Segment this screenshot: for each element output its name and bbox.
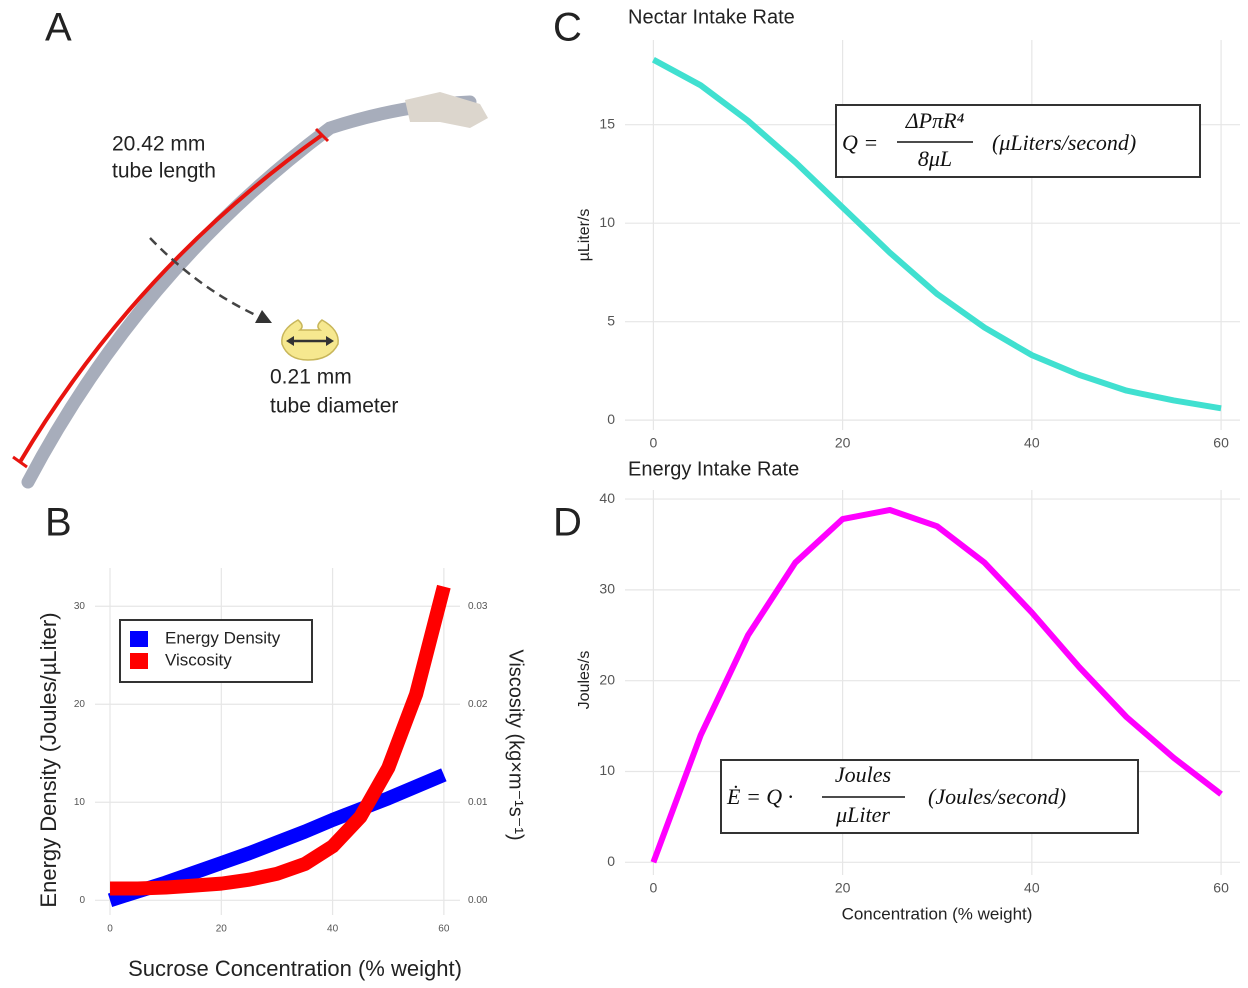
y-tick-label: 10 xyxy=(74,797,86,808)
length-caption: tube length xyxy=(112,160,216,183)
x-tick-label: 20 xyxy=(835,435,851,451)
legend-label: Energy Density xyxy=(165,628,281,647)
x-tick-label: 40 xyxy=(327,924,339,935)
x-tick-label: 20 xyxy=(216,924,228,935)
chart-title: Energy Intake Rate xyxy=(628,458,799,480)
y2-tick-label: 0.03 xyxy=(468,601,488,612)
x-tick-label: 40 xyxy=(1024,880,1040,896)
x-tick-label: 0 xyxy=(107,924,113,935)
equation-lhs: Q = xyxy=(842,130,878,155)
equation-denominator: μLiter xyxy=(835,802,890,827)
x-tick-label: 60 xyxy=(1213,435,1229,451)
panel-label: A xyxy=(45,6,72,50)
y2-tick-label: 0.02 xyxy=(468,699,488,710)
x-tick-label: 40 xyxy=(1024,435,1040,451)
y-tick-label: 0 xyxy=(607,411,615,427)
y2-tick-label: 0.01 xyxy=(468,797,488,808)
legend-swatch xyxy=(130,653,148,669)
panel-label: D xyxy=(553,501,582,545)
y-tick-label: 10 xyxy=(599,214,615,230)
diameter-caption: tube diameter xyxy=(270,395,398,418)
x-tick-label: 20 xyxy=(835,880,851,896)
y-axis-label: Joules/s xyxy=(576,651,593,710)
x-tick-label: 0 xyxy=(649,880,657,896)
y-tick-label: 30 xyxy=(74,601,86,612)
pointer-head xyxy=(255,310,272,323)
equation-c: Q = ΔPπR⁴ 8μL (μLiters/second) xyxy=(836,105,1200,177)
equation-unit: (Joules/second) xyxy=(928,784,1066,809)
length-value: 20.42 mm xyxy=(112,133,205,156)
legend-label: Viscosity xyxy=(165,650,232,669)
y-tick-label: 10 xyxy=(599,762,615,778)
y-tick-label: 30 xyxy=(599,581,615,597)
y-tick-label: 0 xyxy=(607,853,615,869)
y-tick-label: 5 xyxy=(607,312,615,328)
equation-lhs: Ė = Q · xyxy=(726,784,793,809)
equation-denominator: 8μL xyxy=(918,146,952,171)
y-tick-label: 20 xyxy=(74,699,86,710)
x-tick-label: 60 xyxy=(438,924,450,935)
y-tick-label: 0 xyxy=(79,895,85,906)
legend-swatch xyxy=(130,631,148,647)
x-tick-label: 60 xyxy=(1213,880,1229,896)
x-axis-label: Sucrose Concentration (% weight) xyxy=(128,956,462,981)
equation-numerator: ΔPπR⁴ xyxy=(905,108,965,133)
y-tick-label: 20 xyxy=(599,671,615,687)
proboscis-base xyxy=(405,92,488,128)
y2-axis-label: Viscosity (kg×m⁻¹s⁻¹) xyxy=(505,649,527,840)
equation-d: Ė = Q · Joules μLiter (Joules/second) xyxy=(721,760,1138,833)
y-axis-label: Energy Density (Joules/µLiter) xyxy=(36,612,61,907)
figure: A 20.42 mm tube length 0.21 mm tube diam… xyxy=(0,0,1248,988)
equation-unit: (μLiters/second) xyxy=(992,130,1136,155)
proboscis xyxy=(28,102,470,482)
panel-label: B xyxy=(45,501,72,545)
chart-title: Nectar Intake Rate xyxy=(628,6,795,28)
panel-label: C xyxy=(553,6,582,50)
x-axis-label: Concentration (% weight) xyxy=(842,904,1033,923)
y-tick-label: 40 xyxy=(599,490,615,506)
y2-tick-label: 0.00 xyxy=(468,895,488,906)
panel-a: A 20.42 mm tube length 0.21 mm tube diam… xyxy=(13,6,488,482)
equation-numerator: Joules xyxy=(835,762,891,787)
y-axis-label: µLiter/s xyxy=(576,209,593,262)
diameter-value: 0.21 mm xyxy=(270,366,352,389)
y-tick-label: 15 xyxy=(599,115,615,131)
x-tick-label: 0 xyxy=(649,435,657,451)
